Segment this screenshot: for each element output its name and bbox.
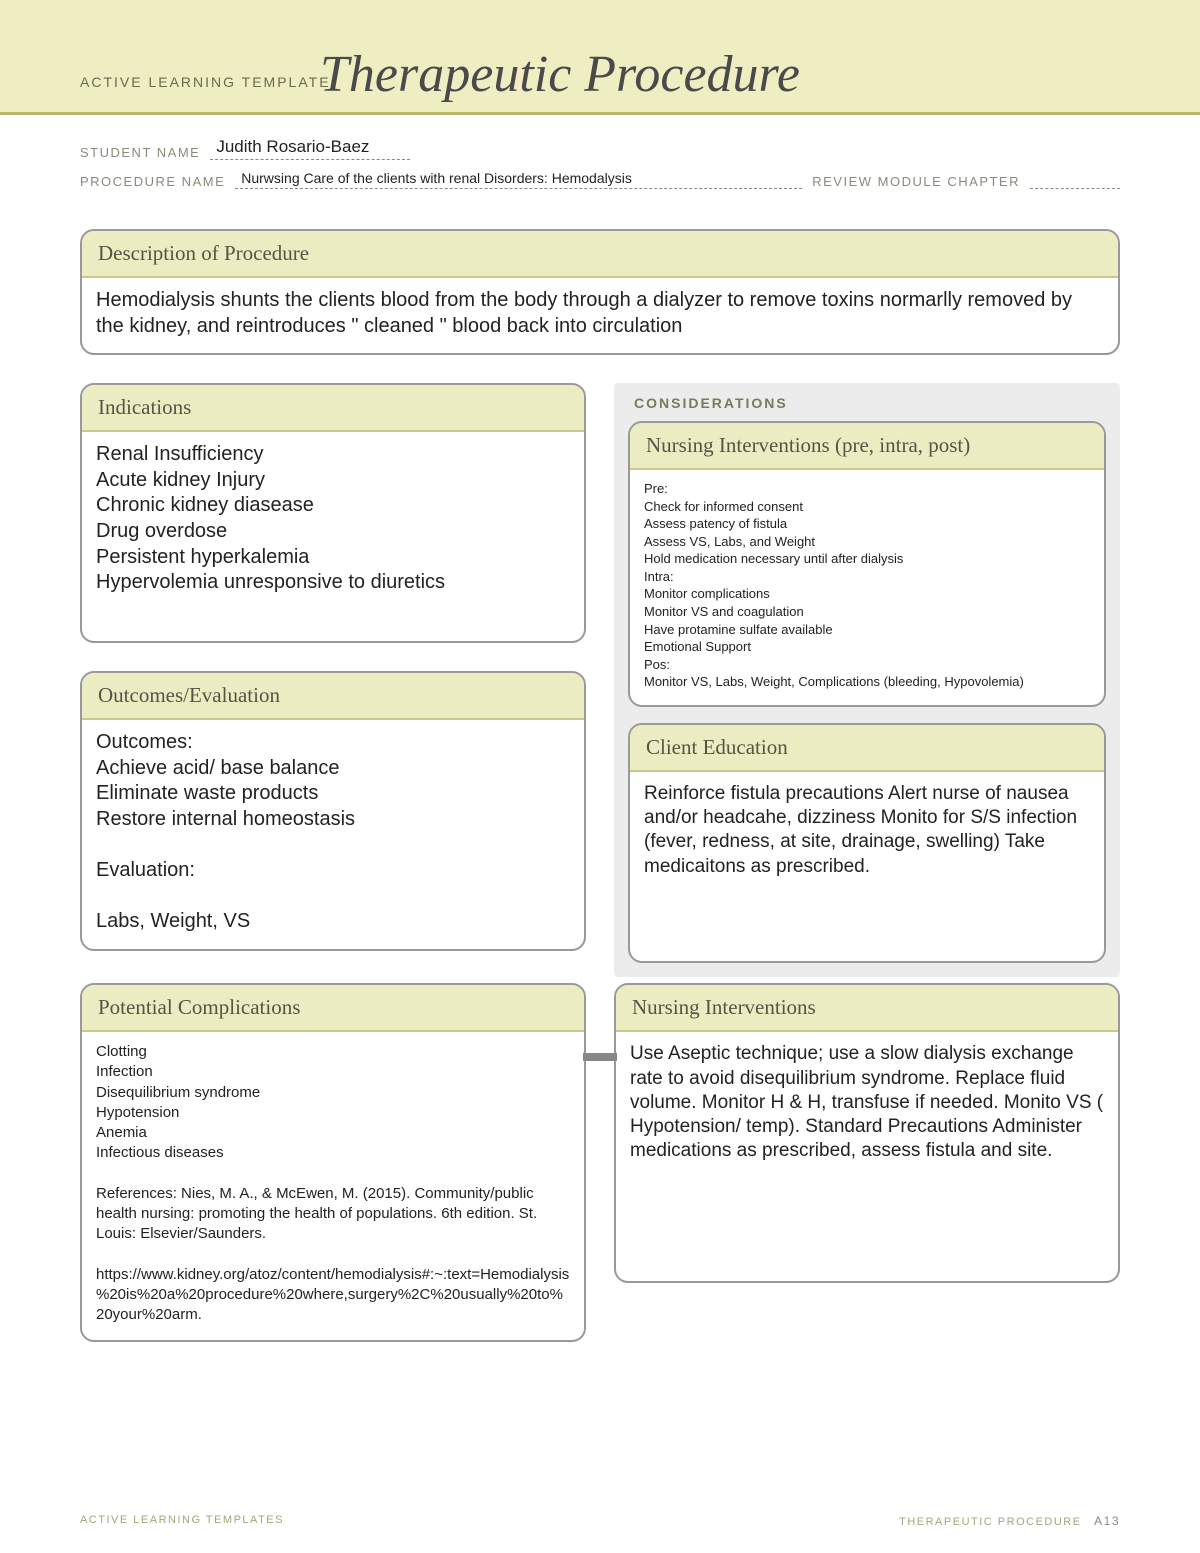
review-blank xyxy=(1030,171,1120,189)
indications-body: Renal Insufficiency Acute kidney Injury … xyxy=(82,432,584,610)
client-ed-card: Client Education Reinforce fistula preca… xyxy=(628,723,1106,963)
complications-header: Potential Complications xyxy=(82,985,584,1032)
complications-body: Clotting Infection Disequilibrium syndro… xyxy=(82,1032,584,1340)
student-label: STUDENT NAME xyxy=(80,145,200,160)
footer-left: ACTIVE LEARNING TEMPLATES xyxy=(80,1514,284,1528)
banner-title: Therapeutic Procedure xyxy=(320,45,800,104)
procedure-name-value: Nurwsing Care of the clients with renal … xyxy=(235,170,802,189)
col-right-2: Nursing Interventions Use Aseptic techni… xyxy=(614,983,1120,1370)
nursing-pre-body: Pre: Check for informed consent Assess p… xyxy=(630,470,1104,705)
nursing-int-header: Nursing Interventions xyxy=(616,985,1118,1032)
outcomes-card: Outcomes/Evaluation Outcomes: Achieve ac… xyxy=(80,671,586,951)
footer-right: THERAPEUTIC PROCEDURE A13 xyxy=(899,1514,1120,1528)
meta-section: STUDENT NAME Judith Rosario-Baez PROCEDU… xyxy=(0,115,1200,209)
col-left-2: Potential Complications Clotting Infecti… xyxy=(80,983,586,1370)
row-1: Indications Renal Insufficiency Acute ki… xyxy=(80,383,1120,979)
procedure-label: PROCEDURE NAME xyxy=(80,174,225,189)
content: Description of Procedure Hemodialysis sh… xyxy=(0,209,1200,1370)
banner-label: ACTIVE LEARNING TEMPLATE: xyxy=(80,74,336,90)
col-left-1: Indications Renal Insufficiency Acute ki… xyxy=(80,383,586,979)
footer-right-label: THERAPEUTIC PROCEDURE xyxy=(899,1516,1081,1528)
nursing-pre-card: Nursing Interventions (pre, intra, post)… xyxy=(628,421,1106,707)
description-body: Hemodialysis shunts the clients blood fr… xyxy=(82,278,1118,353)
student-name-value: Judith Rosario-Baez xyxy=(210,137,410,160)
description-header: Description of Procedure xyxy=(82,231,1118,278)
row-2: Potential Complications Clotting Infecti… xyxy=(80,983,1120,1370)
nursing-pre-header: Nursing Interventions (pre, intra, post) xyxy=(630,423,1104,470)
considerations-block: CONSIDERATIONS Nursing Interventions (pr… xyxy=(614,383,1120,977)
nursing-int-card: Nursing Interventions Use Aseptic techni… xyxy=(614,983,1120,1283)
indications-card: Indications Renal Insufficiency Acute ki… xyxy=(80,383,586,643)
col-right-1: CONSIDERATIONS Nursing Interventions (pr… xyxy=(614,383,1120,979)
student-row: STUDENT NAME Judith Rosario-Baez xyxy=(80,137,1120,160)
description-card: Description of Procedure Hemodialysis sh… xyxy=(80,229,1120,355)
outcomes-body: Outcomes: Achieve acid/ base balance Eli… xyxy=(82,720,584,949)
considerations-label: CONSIDERATIONS xyxy=(628,395,1106,411)
footer: ACTIVE LEARNING TEMPLATES THERAPEUTIC PR… xyxy=(80,1514,1120,1528)
outcomes-header: Outcomes/Evaluation xyxy=(82,673,584,720)
client-ed-header: Client Education xyxy=(630,725,1104,772)
nursing-int-body: Use Aseptic technique; use a slow dialys… xyxy=(616,1032,1118,1178)
client-ed-body: Reinforce fistula precautions Alert nurs… xyxy=(630,772,1104,893)
footer-page: A13 xyxy=(1094,1514,1120,1528)
indications-header: Indications xyxy=(82,385,584,432)
review-label: REVIEW MODULE CHAPTER xyxy=(812,174,1020,189)
procedure-row: PROCEDURE NAME Nurwsing Care of the clie… xyxy=(80,170,1120,189)
page: ACTIVE LEARNING TEMPLATE: Therapeutic Pr… xyxy=(0,0,1200,1553)
top-banner: ACTIVE LEARNING TEMPLATE: Therapeutic Pr… xyxy=(0,0,1200,115)
complications-card: Potential Complications Clotting Infecti… xyxy=(80,983,586,1342)
